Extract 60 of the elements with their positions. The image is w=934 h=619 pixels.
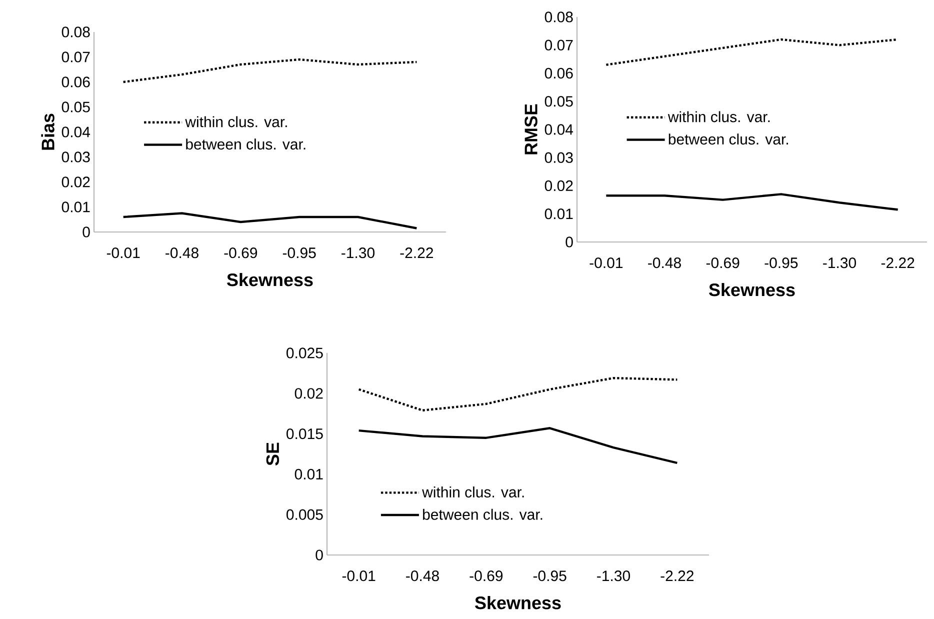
y-tick-label: 0 bbox=[82, 226, 90, 238]
x-tick-label: -0.48 bbox=[166, 248, 198, 258]
x-tick-label: -0.95 bbox=[764, 258, 798, 268]
x-tick-label: -2.22 bbox=[660, 570, 694, 582]
legend-label: between clus. var. bbox=[423, 508, 542, 520]
y-axis-title: RMSE bbox=[524, 104, 538, 154]
y-tick-label: 0.05 bbox=[544, 96, 573, 107]
x-tick-label: -0.01 bbox=[106, 248, 140, 258]
y-tick-label: 0.02 bbox=[62, 176, 90, 188]
x-tick-label: -0.69 bbox=[470, 570, 503, 582]
x-axis-title: Skewness bbox=[226, 273, 313, 286]
x-tick-label: -0.95 bbox=[533, 570, 566, 582]
y-tick-label: 0.06 bbox=[62, 76, 90, 88]
x-tick-label: -0.01 bbox=[590, 258, 623, 268]
line-series bbox=[358, 376, 678, 412]
line-series bbox=[122, 58, 418, 84]
y-tick-label: 0.05 bbox=[62, 102, 90, 112]
y-tick-label: 0 bbox=[566, 236, 573, 248]
y-tick-label: 0.04 bbox=[62, 126, 90, 138]
y-tick-label: 0.02 bbox=[294, 388, 323, 399]
y-tick-label: 0.025 bbox=[286, 348, 323, 358]
line-series bbox=[605, 38, 899, 66]
y-axis-title: SE bbox=[266, 442, 280, 466]
x-tick-label: -2.22 bbox=[400, 248, 434, 258]
y-tick-label: 0.01 bbox=[544, 208, 573, 220]
legend-label: within clus. var. bbox=[185, 116, 287, 128]
x-tick-label: -0.69 bbox=[224, 248, 258, 258]
line-series bbox=[122, 212, 418, 230]
y-tick-label: 0.06 bbox=[544, 68, 573, 79]
x-tick-label: -0.69 bbox=[706, 258, 740, 268]
x-tick-label: -1.30 bbox=[342, 248, 374, 258]
y-tick-label: 0.07 bbox=[544, 40, 573, 50]
line-series bbox=[358, 427, 678, 464]
x-tick-label: -2.22 bbox=[881, 258, 914, 268]
x-tick-label: -0.48 bbox=[648, 258, 681, 268]
x-tick-label: -0.95 bbox=[282, 248, 316, 258]
y-tick-label: 0.04 bbox=[544, 124, 574, 135]
y-tick-label: 0.08 bbox=[62, 26, 90, 38]
x-tick-label: -1.30 bbox=[823, 258, 856, 268]
x-axis-title: Skewness bbox=[708, 283, 795, 296]
y-tick-label: 0.03 bbox=[544, 152, 573, 163]
x-tick-label: -0.01 bbox=[342, 570, 376, 582]
y-tick-label: 0.005 bbox=[286, 509, 323, 520]
y-tick-label: 0.07 bbox=[62, 52, 90, 62]
line-series bbox=[605, 193, 899, 211]
x-tick-label: -0.48 bbox=[406, 570, 439, 582]
y-tick-label: 0.01 bbox=[62, 202, 90, 212]
y-tick-label: 0.03 bbox=[62, 152, 90, 162]
x-axis-title: Skewness bbox=[474, 596, 561, 610]
y-tick-label: 0 bbox=[316, 550, 323, 560]
y-tick-label: 0.02 bbox=[544, 180, 573, 192]
y-tick-label: 0.08 bbox=[544, 12, 573, 22]
legend-label: between clus. var. bbox=[186, 138, 306, 150]
x-tick-label: -1.30 bbox=[597, 570, 630, 582]
legend-label: within clus. var. bbox=[668, 111, 770, 122]
y-tick-label: 0.01 bbox=[294, 468, 323, 480]
y-tick-label: 0.015 bbox=[286, 428, 323, 440]
y-axis-title: Bias bbox=[41, 114, 54, 150]
legend-label: between clus. var. bbox=[668, 134, 788, 145]
legend-label: within clus. var. bbox=[422, 486, 524, 498]
